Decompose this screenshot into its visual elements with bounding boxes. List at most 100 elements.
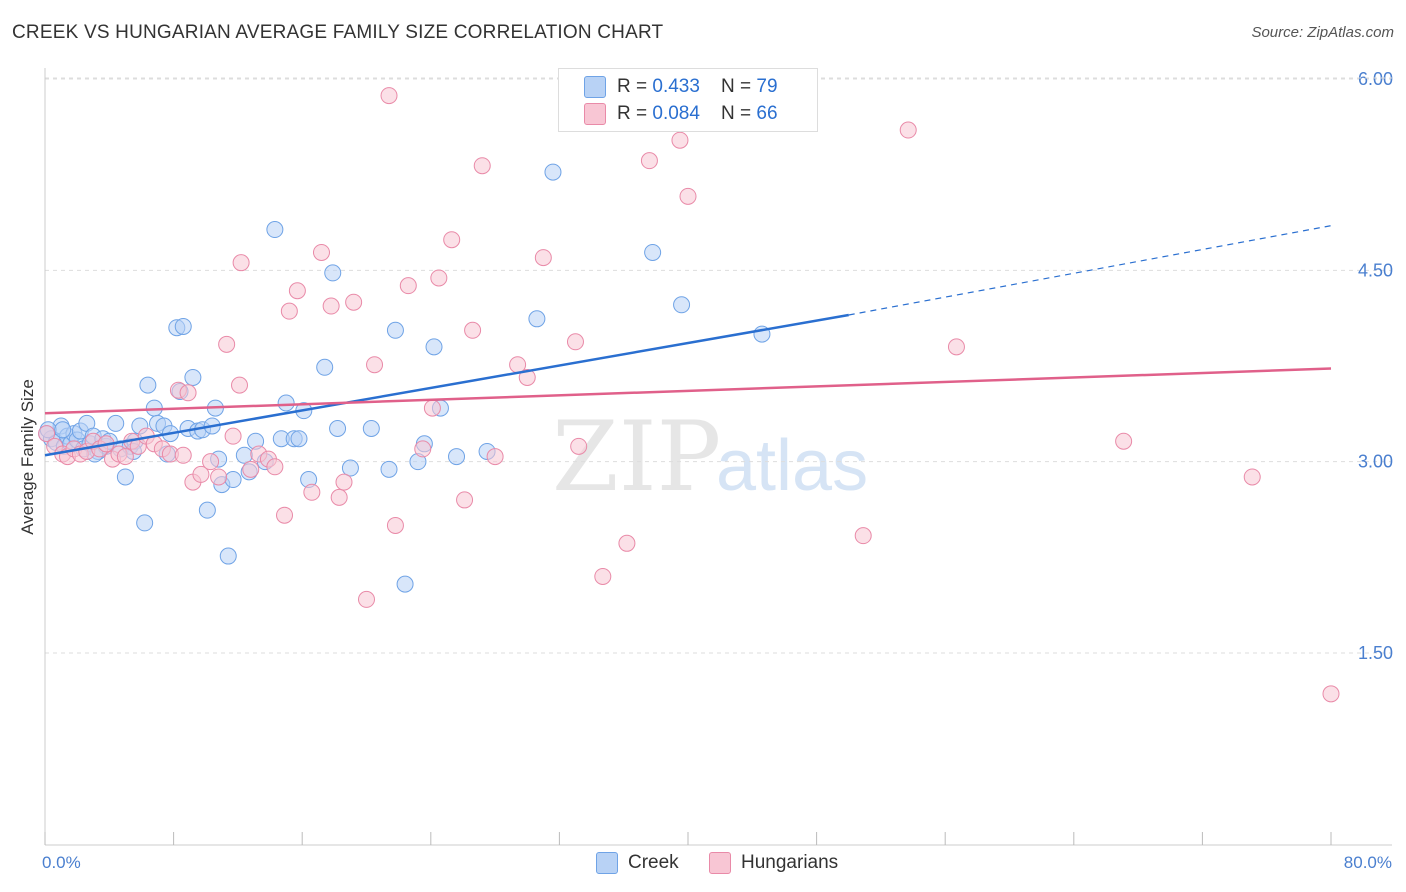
series-legend-creek-swatch (596, 852, 618, 874)
hungarians-point (174, 446, 192, 464)
hungarians-point (232, 254, 250, 272)
hungarians-point (594, 567, 612, 585)
hungarians-point (430, 269, 448, 287)
hungarians-point (303, 483, 321, 501)
legend-hungarians-r-label: R = (617, 103, 653, 124)
hungarians-point (947, 338, 965, 356)
watermark-zip: ZIP (552, 401, 721, 513)
hungarians-point (486, 448, 504, 466)
hungarians-point (518, 368, 536, 386)
hungarians-point (443, 231, 461, 249)
hungarians-point (380, 87, 398, 105)
hungarians-point (534, 249, 552, 267)
creek-swatch (584, 76, 606, 98)
x-axis-min-label: 0.0% (42, 853, 81, 872)
hungarians-point (414, 440, 432, 458)
creek-point (362, 420, 380, 438)
creek-point (396, 575, 414, 593)
hungarians-point (566, 333, 584, 351)
hungarians-point (288, 282, 306, 300)
hungarians-point (202, 453, 220, 471)
hungarians-point (345, 293, 363, 311)
hungarians-point (399, 277, 417, 295)
creek-trendline (44, 313, 849, 457)
creek-point (324, 264, 342, 282)
creek-point (329, 420, 347, 438)
y-tick-label: 4.50 (1358, 260, 1393, 280)
chart-title: CREEK VS HUNGARIAN AVERAGE FAMILY SIZE C… (12, 22, 664, 43)
hungarians-point (456, 491, 474, 509)
creek-point (277, 394, 295, 412)
hungarians-point (116, 448, 134, 466)
hungarians-point (330, 488, 348, 506)
legend-hungarians-n-label: N = (721, 103, 757, 124)
hungarians-point (224, 427, 242, 445)
creek-point (528, 310, 546, 328)
hungarians-point (266, 458, 284, 476)
creek-point (136, 514, 154, 532)
creek-point (673, 296, 691, 314)
hungarians-swatch (584, 103, 606, 125)
hungarians-point (386, 516, 404, 534)
stats-legend: R = 0.433 N = 79 R = 0.084 N = 66 (558, 68, 818, 132)
creek-point (290, 430, 308, 448)
hungarians-point (179, 384, 197, 402)
series-legend-hungarians-label: Hungarians (741, 852, 839, 873)
legend-creek-n-label: N = (721, 76, 757, 97)
y-tick-label: 3.00 (1358, 452, 1393, 472)
legend-hungarians-n-value: 66 (756, 103, 778, 124)
x-axis-max-label: 80.0% (1343, 853, 1392, 872)
legend-hungarians-text: R = 0.084 N = 66 (617, 103, 778, 125)
hungarians-point (210, 468, 228, 486)
hungarians-point (231, 376, 249, 394)
creek-point (219, 547, 237, 565)
creek-point (116, 468, 134, 486)
creek-point (139, 376, 157, 394)
hungarians-point (570, 437, 588, 455)
creek-point (107, 414, 125, 432)
watermark-atlas: atlas (716, 426, 868, 506)
creek-point (198, 501, 216, 519)
hungarians-point (1322, 685, 1340, 703)
series-legend: Creek Hungarians (0, 852, 1406, 878)
creek-point (448, 448, 466, 466)
hungarians-point (358, 590, 375, 608)
hungarians-point (192, 465, 210, 483)
hungarians-point (473, 157, 491, 175)
creek-point (544, 163, 562, 181)
creek-point (341, 459, 359, 477)
hungarians-point (1243, 468, 1261, 486)
hungarians-point (276, 506, 294, 524)
hungarians-trendline (44, 367, 1332, 415)
creek-trendline-extension (848, 225, 1332, 316)
hungarians-point (322, 297, 340, 315)
hungarians-point (464, 321, 482, 339)
legend-hungarians-r-value: 0.084 (652, 103, 700, 124)
legend-creek-r-label: R = (617, 76, 653, 97)
creek-point (184, 368, 202, 386)
series-legend-creek: Creek (596, 852, 679, 874)
hungarians-point (854, 527, 872, 545)
hungarians-point (423, 399, 441, 417)
series-legend-hungarians-swatch (709, 852, 731, 874)
hungarians-point (335, 473, 353, 491)
hungarians-point (280, 302, 298, 320)
series-legend-hungarians: Hungarians (709, 852, 838, 874)
source-label: Source: ZipAtlas.com (1251, 24, 1394, 41)
creek-point (380, 460, 398, 478)
hungarians-point (218, 335, 236, 353)
hungarians-point (242, 460, 260, 478)
legend-creek-n-value: 79 (756, 76, 778, 97)
creek-point (425, 338, 443, 356)
creek-point (174, 317, 192, 335)
hungarians-point (366, 356, 384, 374)
y-tick-label: 1.50 (1358, 643, 1393, 663)
creek-point (266, 221, 284, 239)
hungarians-point (312, 243, 330, 261)
hungarians-point (679, 187, 697, 205)
hungarians-point (618, 534, 636, 552)
hungarians-point (640, 152, 658, 170)
hungarians-point (1115, 432, 1133, 450)
creek-point (386, 321, 404, 339)
